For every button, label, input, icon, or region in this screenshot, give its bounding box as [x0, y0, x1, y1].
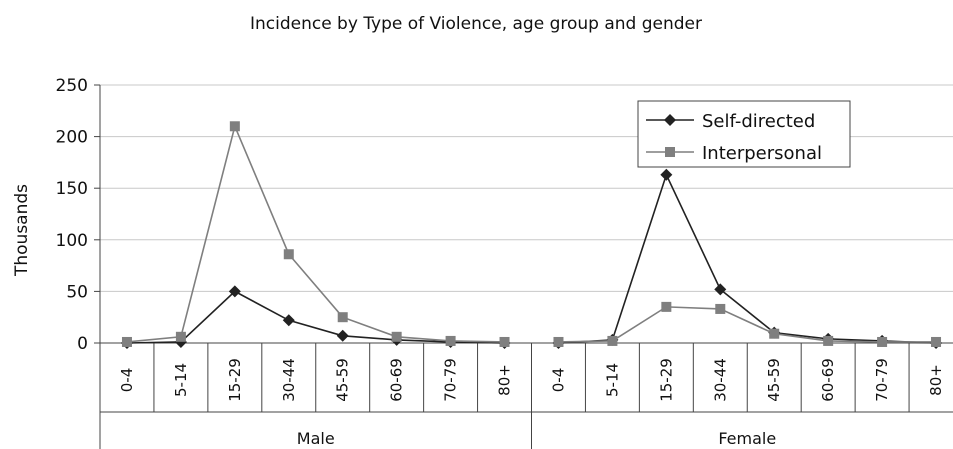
x-tick-label: 60-69: [388, 358, 406, 402]
x-tick-label: 15-29: [226, 358, 244, 402]
data-point: [823, 335, 834, 346]
legend-marker: [664, 114, 676, 126]
series-line: [126, 123, 505, 343]
data-point: [661, 301, 672, 312]
series-line: [126, 290, 505, 344]
data-point: [228, 285, 241, 298]
x-tick-label: 5-14: [603, 363, 621, 397]
x-tick-label: 60-69: [819, 358, 837, 402]
y-tick-label: 250: [56, 76, 88, 96]
data-point: [715, 303, 726, 314]
y-tick-labels: 0 50 100 150 200 250: [56, 76, 88, 354]
data-point: [121, 336, 132, 347]
legend-label: Self-directed: [702, 111, 815, 132]
data-point: [714, 283, 727, 296]
data-point: [499, 336, 510, 347]
x-tick-label: 30-44: [280, 358, 298, 402]
y-tick-label: 150: [56, 179, 88, 199]
data-point: [282, 314, 295, 327]
data-point: [553, 336, 564, 347]
data-point: [229, 121, 240, 132]
chart-title: Incidence by Type of Violence, age group…: [250, 14, 702, 34]
data-point: [283, 249, 294, 260]
y-tick-label: 100: [56, 231, 88, 251]
series-layer: [120, 121, 943, 349]
series-line: [558, 306, 937, 343]
x-tick-label: 45-59: [765, 358, 783, 402]
x-tick-label: 45-59: [334, 358, 352, 402]
y-tick-label: 0: [77, 334, 88, 354]
legend-label: Interpersonal: [702, 143, 822, 164]
data-point: [337, 312, 348, 323]
x-tick-label: 5-14: [172, 363, 190, 397]
x-tick-label: 0-4: [549, 368, 567, 393]
data-point: [931, 336, 942, 347]
group-label: Male: [297, 429, 335, 448]
data-point: [769, 328, 780, 339]
x-tick-label: 30-44: [711, 358, 729, 402]
y-tick-label: 200: [56, 128, 88, 148]
data-point: [391, 331, 402, 342]
x-tick-label: 80+: [496, 364, 514, 396]
data-point: [607, 335, 618, 346]
data-point: [175, 331, 186, 342]
x-tick-label: 70-79: [873, 358, 891, 402]
x-tick-label: 15-29: [657, 358, 675, 402]
data-point: [877, 336, 888, 347]
group-label: Female: [718, 429, 776, 448]
x-tick-label: 80+: [927, 364, 945, 396]
y-axis-label: Thousands: [12, 184, 32, 277]
legend-marker: [665, 147, 675, 157]
y-tick-label: 50: [66, 282, 88, 302]
axes: [94, 84, 953, 449]
x-tick-label: 70-79: [442, 358, 460, 402]
x-tick-label: 0-4: [118, 368, 136, 393]
series-line: [558, 172, 937, 344]
data-point: [660, 168, 673, 181]
data-point: [336, 329, 349, 342]
legend: Self-directed Interpersonal: [637, 100, 851, 168]
data-point: [445, 335, 456, 346]
x-tick-labels: 0-4 5-14 15-29 30-44 45-59 60-69 70-79 80+ Male 0…: [118, 358, 945, 448]
